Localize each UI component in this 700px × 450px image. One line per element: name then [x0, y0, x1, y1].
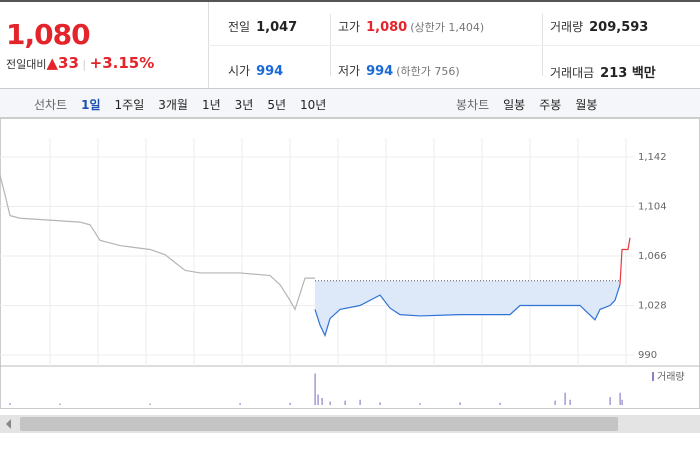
- volume-bar: [344, 400, 346, 405]
- volume-bar: [621, 399, 623, 405]
- volume-bar: [289, 402, 291, 405]
- volume-bar: [419, 403, 421, 405]
- scroll-left[interactable]: [6, 419, 11, 429]
- tab-label: 선차트: [34, 98, 68, 112]
- tab-bar: 선차트 1일 1주일 3개월 1년 3년 5년 10년 봉차트 일봉 주봉 월봉: [0, 88, 700, 118]
- field-value: 1,080: [366, 20, 408, 35]
- volume-bar: [314, 373, 316, 405]
- field-value: 213 백만: [600, 66, 656, 81]
- quote-panel: 1,080 전일대비▲33 | +3.15% 전일 1,047 고가 1,080 (상한…: [0, 0, 700, 88]
- volume-bar: [499, 402, 501, 405]
- field: 시가 994: [228, 62, 283, 79]
- volume-bar: [321, 398, 323, 405]
- y-tick-label: 1,028: [638, 301, 667, 312]
- tab-label: 봉차트: [456, 98, 490, 112]
- change-label: 전일대비: [6, 58, 47, 71]
- change-amount: 33: [58, 54, 79, 72]
- field-label: 거래량: [550, 20, 584, 34]
- period-tab[interactable]: 3개월: [158, 98, 188, 112]
- price-line: [0, 175, 315, 311]
- area-fill: [315, 280, 620, 336]
- y-tick-label: 990: [638, 350, 657, 361]
- field: 고가 1,080 (상한가 1,404): [338, 18, 484, 35]
- period-tab[interactable]: 1주일: [114, 98, 145, 112]
- price-box: 1,080 전일대비▲33 | +3.15%: [0, 2, 209, 88]
- field-label: 전일: [228, 20, 251, 34]
- field-label: 고가: [338, 20, 361, 34]
- candle-tab[interactable]: 월봉: [575, 98, 598, 112]
- period-tab[interactable]: 5년: [267, 98, 287, 112]
- volume-bar: [619, 392, 621, 405]
- field-label: 거래대금: [550, 66, 595, 80]
- volume-bar: [554, 400, 556, 405]
- field-value: 209,593: [589, 20, 649, 35]
- candle-tab[interactable]: 주봉: [539, 98, 562, 112]
- y-tick-label: 1,104: [638, 202, 667, 213]
- chart-frame: [0, 118, 700, 409]
- price: 1,080: [6, 18, 91, 51]
- price-line: [619, 237, 631, 285]
- field: 저가 994 (하한가 756): [338, 62, 460, 79]
- volume-bar: [329, 401, 331, 405]
- volume-bar: [149, 403, 151, 405]
- field-value: 994: [366, 64, 394, 79]
- volume-bar: [239, 403, 241, 405]
- field-value: 994: [256, 64, 284, 79]
- period-tab[interactable]: 1년: [201, 98, 221, 112]
- volume-bar: [317, 394, 319, 405]
- row-divider: [208, 45, 700, 46]
- volume-bar: [569, 399, 571, 405]
- period-tab[interactable]: 1일: [81, 98, 101, 112]
- field-label: 저가: [338, 64, 361, 78]
- field: 거래대금 213 백만: [550, 62, 656, 81]
- legend-swatch: [652, 372, 654, 381]
- change-pct: +3.15%: [89, 54, 155, 72]
- volume-bar: [59, 403, 61, 405]
- change-value: ▲33: [46, 54, 79, 72]
- field-note: (상한가 1,404): [410, 21, 485, 34]
- volume-bar: [379, 402, 381, 405]
- volume-bar: [564, 392, 566, 405]
- y-tick-label: 1,066: [638, 251, 667, 262]
- legend-label: 거래량: [657, 371, 685, 383]
- price-line: [314, 284, 621, 338]
- field: 전일 1,047: [228, 18, 297, 35]
- field-note: (하한가 756): [396, 65, 460, 78]
- field-label: 시가: [228, 64, 251, 78]
- candle-tab[interactable]: 일봉: [503, 98, 526, 112]
- field: 거래량 209,593: [550, 18, 648, 35]
- period-tab[interactable]: 3년: [234, 98, 254, 112]
- period-tab[interactable]: 10년: [300, 98, 327, 112]
- change: 전일대비▲33 | +3.15%: [6, 54, 155, 72]
- scroll-thumb[interactable]: [20, 417, 618, 431]
- volume-bar: [359, 399, 361, 405]
- field-value: 1,047: [256, 20, 298, 35]
- volume-bar: [9, 403, 11, 405]
- volume-bar: [459, 402, 461, 405]
- y-tick-label: 1,142: [638, 152, 667, 163]
- volume-bar: [609, 397, 611, 405]
